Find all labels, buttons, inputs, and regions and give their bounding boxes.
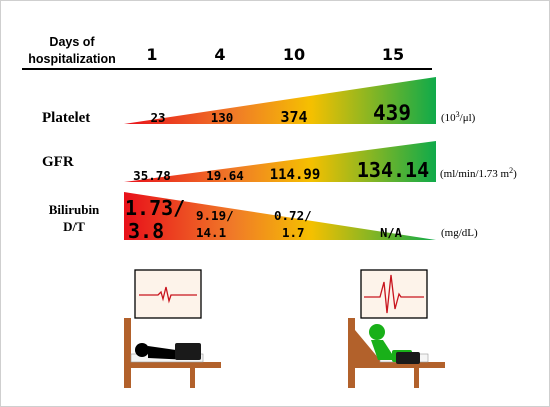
bilirubin-label-line1: Bilirubin: [49, 202, 100, 217]
bilirubin-value-day-15: N/A: [380, 226, 402, 240]
day-15-label: 15: [382, 45, 404, 64]
bilirubin-value-day-4-direct: 9.19/: [196, 208, 234, 223]
platelet-value-day-4: 130: [211, 110, 234, 125]
day-4-label: 4: [214, 45, 225, 64]
bed-leg-late: [414, 368, 419, 388]
bilirubin-value-day-1-direct: 1.73/: [125, 196, 185, 220]
bed-backrest-late: [355, 330, 380, 362]
bilirubin-value-day-4-total: 14.1: [196, 225, 226, 240]
bilirubin-value-day-1-total: 3.8: [128, 219, 164, 243]
gfr-unit: (ml/min/1.73 m2): [440, 166, 517, 180]
patient-head-early: [135, 343, 149, 357]
bilirubin-unit: (mg/dL): [441, 227, 478, 239]
patient-body-sitting: [371, 340, 396, 360]
gfr-value-day-15: 134.14: [357, 158, 429, 182]
days-label-line1: Days of: [49, 35, 95, 49]
gfr-value-day-1: 35.78: [133, 168, 171, 183]
gfr-value-day-10: 114.99: [270, 167, 321, 183]
patient-legs-early: [175, 343, 201, 360]
bilirubin-value-day-10-direct: 0.72/: [274, 208, 312, 223]
gfr-trend-wedge: [124, 141, 436, 182]
bed-headboard-late: [348, 318, 355, 388]
platelet-trend-wedge: [124, 77, 436, 124]
bed-frame-late: [355, 362, 445, 368]
bilirubin-label-line2: D/T: [63, 219, 85, 234]
day-1-label: 1: [146, 45, 157, 64]
platelet-label: Platelet: [42, 110, 90, 126]
bilirubin-trend-wedge: [124, 192, 436, 240]
bed-headboard-early: [124, 318, 131, 388]
gfr-value-day-4: 19.64: [206, 168, 244, 183]
ecg-monitor-late: [360, 269, 428, 319]
day-10-label: 10: [283, 45, 305, 64]
platelet-value-day-15: 439: [373, 101, 411, 125]
blanket-late: [396, 352, 420, 364]
early-patient-illustration: [124, 269, 221, 388]
platelet-value-day-10: 374: [280, 108, 307, 126]
late-patient-illustration: [348, 269, 445, 388]
gfr-label: GFR: [42, 154, 74, 170]
bilirubin-value-day-10-total: 1.7: [282, 225, 305, 240]
platelet-unit: (103/μl): [441, 110, 476, 124]
platelet-value-day-1: 23: [150, 110, 165, 125]
patient-head-late: [369, 324, 385, 340]
ecg-trace-strong: [364, 274, 424, 314]
bed-frame-early: [131, 362, 221, 368]
bed-leg-early: [190, 368, 195, 388]
ecg-trace-weak: [139, 286, 197, 304]
days-label-line2: hospitalization: [28, 52, 116, 66]
